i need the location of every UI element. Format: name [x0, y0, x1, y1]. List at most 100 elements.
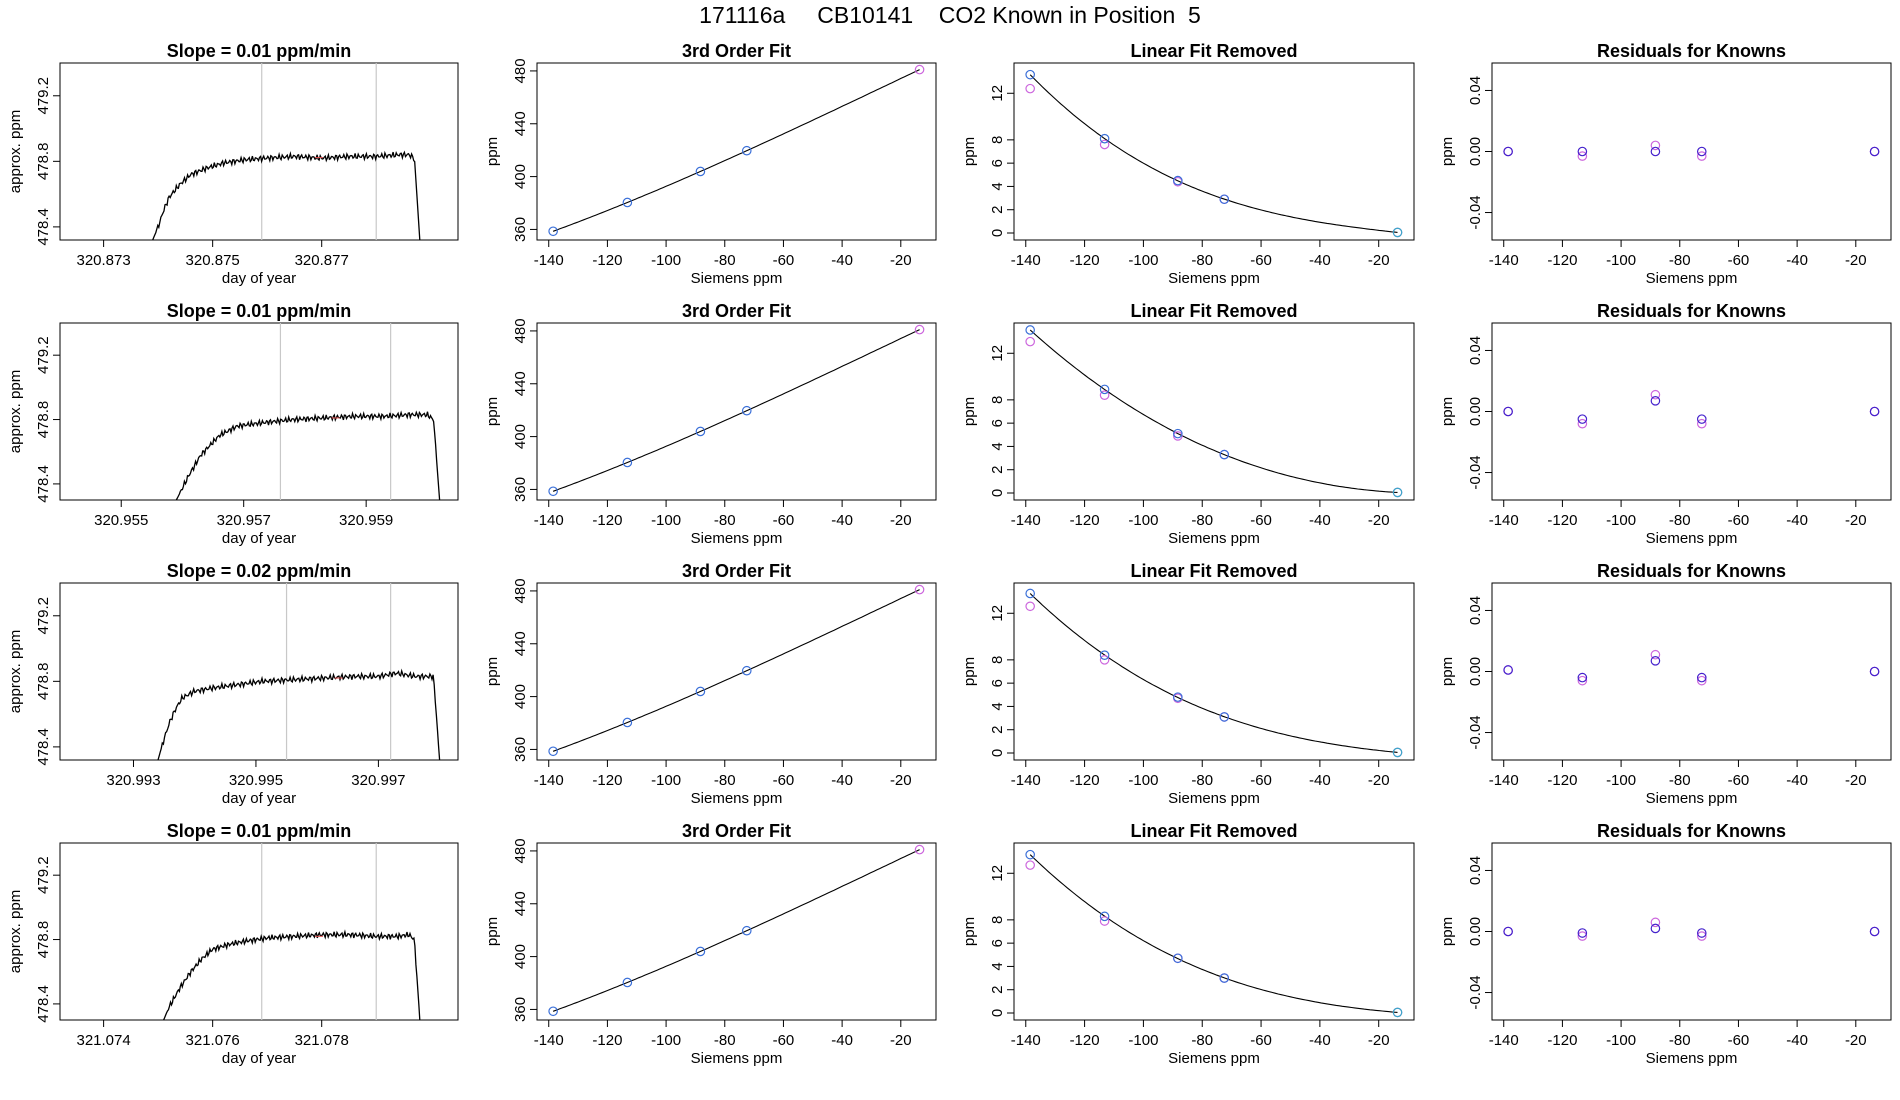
data-point	[1219, 449, 1230, 460]
data-point	[1696, 672, 1707, 683]
y-tick-label: 400	[512, 424, 529, 449]
data-point	[548, 746, 558, 757]
data-point	[622, 717, 633, 728]
panel-linear-fit-removed-row-4: Linear Fit Removed -140 -120 -100 -80 -60 -40 -…	[961, 821, 1415, 1067]
x-tick-label: -60	[773, 772, 795, 789]
y-tick-label: 0.00	[1467, 397, 1484, 426]
y-tick-label: 400	[512, 684, 529, 709]
data-marks	[1025, 325, 1403, 498]
x-tick-label: 320.997	[351, 772, 405, 789]
y-tick-label: 0.00	[1467, 137, 1484, 166]
y-tick-label: 478.4	[35, 985, 52, 1023]
x-tick-label: -80	[1669, 772, 1691, 789]
x-tick-label: -140	[1011, 512, 1041, 529]
x-tick-label: -80	[1669, 512, 1691, 529]
known-point	[1577, 931, 1588, 941]
data-point	[1650, 923, 1661, 934]
x-tick-label: -120	[1547, 772, 1577, 789]
y-tick-label: 440	[512, 891, 529, 916]
y-tick-label: 480	[512, 58, 529, 83]
x-tick-label: -80	[714, 512, 736, 529]
data-point	[1577, 928, 1588, 938]
data-marks	[163, 843, 421, 1020]
y-tick-label: 478.4	[35, 208, 52, 246]
x-tick-label: -120	[1070, 252, 1100, 269]
x-tick-label: -120	[592, 252, 622, 269]
data-point	[1503, 926, 1513, 937]
data-point	[1503, 146, 1513, 157]
known-point	[1025, 601, 1035, 612]
x-tick-label: -80	[714, 1032, 736, 1049]
x-tick-label: 320.995	[229, 772, 283, 789]
y-tick-label: 479.2	[35, 336, 52, 374]
x-tick-label: -40	[1786, 512, 1808, 529]
x-tick-label: 320.957	[217, 512, 271, 529]
panel-third-order-fit-row-3: 3rd Order Fit -140 -120 -100 -80 -60 -40 -20 360…	[484, 561, 937, 807]
x-tick-label: -40	[1309, 252, 1331, 269]
y-tick-label: 478.4	[35, 465, 52, 503]
x-tick-label: -40	[1786, 772, 1808, 789]
x-axis-label: Siemens ppm	[1646, 530, 1738, 547]
data-point	[1869, 406, 1880, 417]
x-tick-label: -60	[1250, 772, 1272, 789]
x-tick-label: -60	[773, 252, 795, 269]
known-point	[1650, 649, 1661, 660]
known-point	[1577, 675, 1588, 686]
x-axis-label: Siemens ppm	[1168, 790, 1260, 807]
x-axis-label: Siemens ppm	[1646, 1050, 1738, 1067]
panel-linear-fit-removed-row-1: Linear Fit Removed -140 -120 -100 -80 -60 -40 -…	[961, 41, 1415, 287]
x-tick-label: -60	[1250, 1032, 1272, 1049]
data-point	[741, 405, 752, 416]
x-tick-label: -120	[592, 1032, 622, 1049]
data-point	[1650, 146, 1661, 157]
x-tick-label: -100	[1128, 252, 1158, 269]
x-tick-label: -80	[1191, 1032, 1213, 1049]
known-point	[1577, 151, 1588, 161]
known-point	[1173, 431, 1183, 441]
data-point	[1869, 926, 1880, 937]
y-tick-label: 6	[989, 939, 1006, 947]
y-tick-label: 0	[989, 489, 1006, 497]
plot-box	[536, 322, 937, 501]
panel-residuals-row-3: Residuals for Knowns -140 -120 -100 -80 -60 -4…	[1439, 561, 1892, 807]
x-tick-label: -120	[1547, 252, 1577, 269]
x-tick-label: -100	[1606, 512, 1636, 529]
data-point	[548, 486, 558, 497]
data-point	[1696, 146, 1707, 157]
data-point	[1503, 665, 1513, 675]
known-point	[1696, 151, 1707, 161]
data-marks	[175, 323, 441, 500]
data-point	[1025, 849, 1035, 860]
known-point	[1650, 140, 1661, 151]
x-tick-label: -60	[1250, 252, 1272, 269]
y-axis-label: ppm	[961, 397, 978, 426]
panel-title: Linear Fit Removed	[1130, 561, 1297, 581]
known-point	[1099, 916, 1110, 926]
x-tick-label: -40	[831, 1032, 853, 1049]
y-tick-label: 4	[989, 442, 1006, 450]
panel-third-order-fit-row-2: 3rd Order Fit -140 -120 -100 -80 -60 -40 -20 360…	[484, 301, 937, 547]
panel-title: Linear Fit Removed	[1130, 41, 1297, 61]
x-tick-label: -120	[1070, 512, 1100, 529]
data-point	[1025, 325, 1035, 335]
fit-curve	[552, 849, 920, 1012]
y-tick-label: -0.04	[1467, 715, 1484, 749]
x-tick-label: -20	[890, 1032, 912, 1049]
x-tick-label: -100	[651, 772, 681, 789]
plot-box	[1491, 322, 1892, 501]
data-point	[914, 584, 925, 595]
x-tick-label: -60	[1728, 512, 1750, 529]
data-marks	[1503, 140, 1880, 161]
x-tick-label: -100	[1128, 1032, 1158, 1049]
x-tick-label: -120	[1547, 1032, 1577, 1049]
data-point	[695, 426, 706, 437]
x-tick-label: -120	[592, 512, 622, 529]
data-point	[1219, 194, 1230, 205]
x-tick-label: -140	[1489, 512, 1519, 529]
x-tick-label: -140	[534, 252, 564, 269]
x-tick-label: -100	[1606, 772, 1636, 789]
x-tick-label: -60	[773, 512, 795, 529]
data-point	[1650, 396, 1661, 406]
plot-box	[1013, 842, 1415, 1021]
panel-linear-fit-removed-row-2: Linear Fit Removed -140 -120 -100 -80 -60 -40 -…	[961, 301, 1415, 547]
